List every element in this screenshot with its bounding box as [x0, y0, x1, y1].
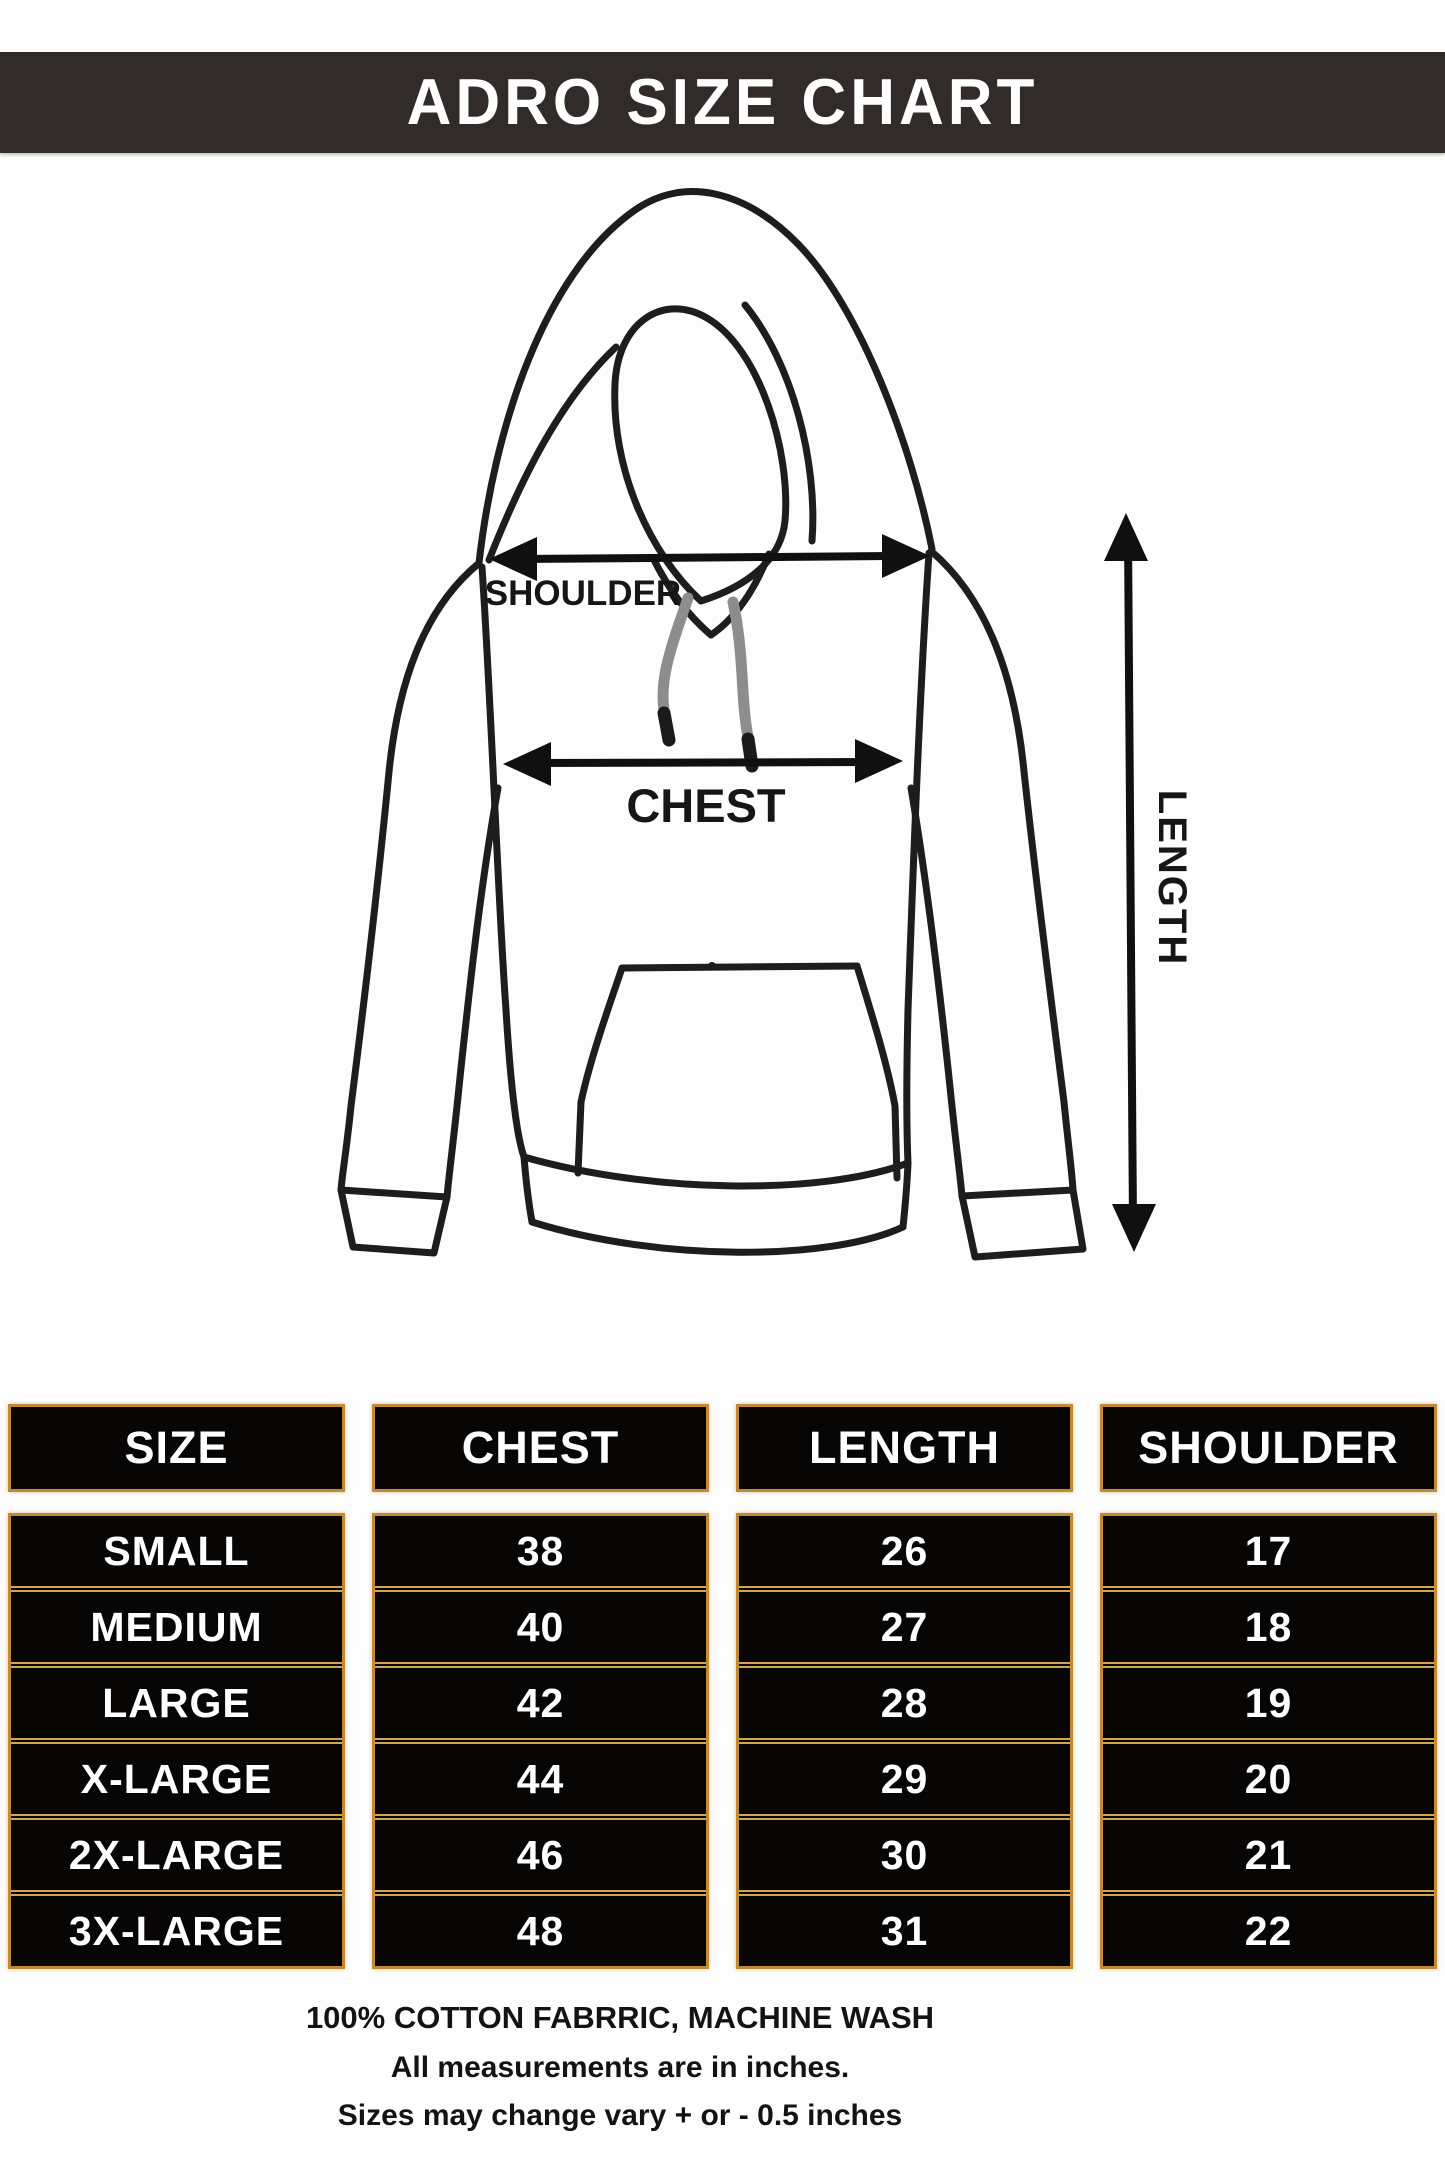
right-sleeve-outer-line: [927, 547, 1077, 1194]
length-cell: 27: [739, 1586, 1070, 1662]
hood-face-opening: [611, 305, 790, 605]
shoulder-arrow: [489, 534, 930, 581]
column-header-size: SIZE: [8, 1404, 345, 1492]
pocket-top-edge: [618, 962, 861, 972]
page-title: ADRO SIZE CHART: [406, 66, 1039, 139]
hood-outer-line: [475, 188, 936, 567]
left-cuff: [337, 1186, 451, 1257]
length-arrow-top-head: [1104, 513, 1148, 561]
size-tolerance-note: Sizes may change vary + or - 0.5 inches: [337, 2099, 903, 2132]
hoodie-diagram-svg: SHOULDER CHEST LENGTH: [337, 188, 1194, 1261]
hood-rim-line: [741, 301, 817, 545]
chest-cell: 40: [375, 1586, 706, 1662]
left-sleeve-inner-line: [443, 784, 502, 1201]
chest-cell: 38: [516, 1527, 565, 1574]
hood-fold-line: [485, 343, 620, 564]
shoulder-arrow-left-head: [489, 537, 537, 581]
left-drawstring: [657, 592, 694, 722]
size-cell: 3X-LARGE: [11, 1890, 342, 1966]
size-column: SIZE SMALL MEDIUM LARGE X-LARGE 2X-LARGE…: [8, 1404, 345, 1969]
size-column-body: SMALL MEDIUM LARGE X-LARGE 2X-LARGE 3X-L…: [8, 1513, 345, 1969]
right-sleeve-inner-line: [907, 784, 966, 1200]
body-left-seam: [478, 563, 528, 1161]
column-header-chest: CHEST: [372, 1404, 709, 1492]
chest-cell: 42: [375, 1662, 706, 1738]
length-arrow: [1104, 513, 1156, 1252]
chest-arrow-right-head: [855, 739, 903, 783]
neck-v-right-line: [707, 550, 773, 639]
footer-notes: 100% COTTON FABRRIC, MACHINE WASH All me…: [0, 2000, 1240, 2133]
length-column-body: 26 27 28 29 30 31: [736, 1513, 1073, 1969]
shoulder-column: SHOULDER 17 18 19 20 21 22: [1100, 1404, 1437, 1969]
length-column: LENGTH 26 27 28 29 30 31: [736, 1404, 1073, 1969]
left-drawstring-tip: [657, 706, 676, 747]
shoulder-arrow-right-head: [882, 534, 930, 578]
chest-cell: 46: [375, 1814, 706, 1890]
size-table: SIZE SMALL MEDIUM LARGE X-LARGE 2X-LARGE…: [8, 1404, 1437, 1969]
chest-cell: 44: [375, 1738, 706, 1814]
pocket-center-notch: [708, 962, 716, 970]
length-cell: 29: [739, 1738, 1070, 1814]
shoulder-column-body: 17 18 19 20 21 22: [1100, 1513, 1437, 1969]
shoulder-cell: 18: [1103, 1586, 1434, 1662]
pocket-left-edge: [574, 964, 626, 1177]
hoodie-measurement-diagram: SHOULDER CHEST LENGTH: [0, 150, 1445, 1300]
hem-bottom-line: [528, 1218, 907, 1256]
length-cell: 31: [739, 1890, 1070, 1966]
pocket-right-edge: [853, 962, 901, 1182]
length-cell: 26: [880, 1527, 929, 1574]
shoulder-cell: 22: [1103, 1890, 1434, 1966]
chest-arrow: [503, 739, 903, 786]
size-cell: 2X-LARGE: [11, 1814, 342, 1890]
column-header-length: LENGTH: [736, 1404, 1073, 1492]
hoodie-outline: [337, 188, 1087, 1261]
shoulder-cell: 20: [1103, 1738, 1434, 1814]
diagram-labels: SHOULDER CHEST LENGTH: [485, 574, 1194, 966]
length-cell: 28: [739, 1662, 1070, 1738]
body-right-seam: [903, 549, 933, 1167]
shoulder-cell: 19: [1103, 1662, 1434, 1738]
hem-right-edge: [899, 1159, 912, 1231]
chest-arrow-left-head: [503, 742, 551, 786]
size-cell: MEDIUM: [11, 1586, 342, 1662]
fabric-care-note: 100% COTTON FABRRIC, MACHINE WASH: [305, 2000, 935, 2035]
measurement-units-note: All measurements are in inches.: [390, 2051, 850, 2084]
hem-left-edge: [520, 1153, 536, 1226]
size-cell: X-LARGE: [11, 1738, 342, 1814]
right-drawstring: [727, 596, 755, 748]
size-cell: LARGE: [11, 1662, 342, 1738]
shoulder-cell: 17: [1244, 1527, 1293, 1574]
left-sleeve-outer-line: [337, 560, 482, 1194]
title-banner: ADRO SIZE CHART: [0, 52, 1445, 153]
hood-drawstrings: [657, 592, 759, 773]
length-cell: 30: [739, 1814, 1070, 1890]
column-header-shoulder: SHOULDER: [1100, 1404, 1437, 1492]
chest-cell: 48: [375, 1890, 706, 1966]
measurement-arrows: [489, 513, 1156, 1252]
chest-label: CHEST: [626, 779, 786, 832]
chest-column: CHEST 38 40 42 44 46 48: [372, 1404, 709, 1969]
size-cell: SMALL: [103, 1527, 250, 1574]
length-arrow-bottom-head: [1112, 1204, 1156, 1252]
chest-column-body: 38 40 42 44 46 48: [372, 1513, 709, 1969]
right-cuff: [958, 1186, 1087, 1261]
length-label: LENGTH: [1150, 790, 1194, 966]
shoulder-cell: 21: [1103, 1814, 1434, 1890]
shoulder-label: SHOULDER: [485, 574, 681, 613]
